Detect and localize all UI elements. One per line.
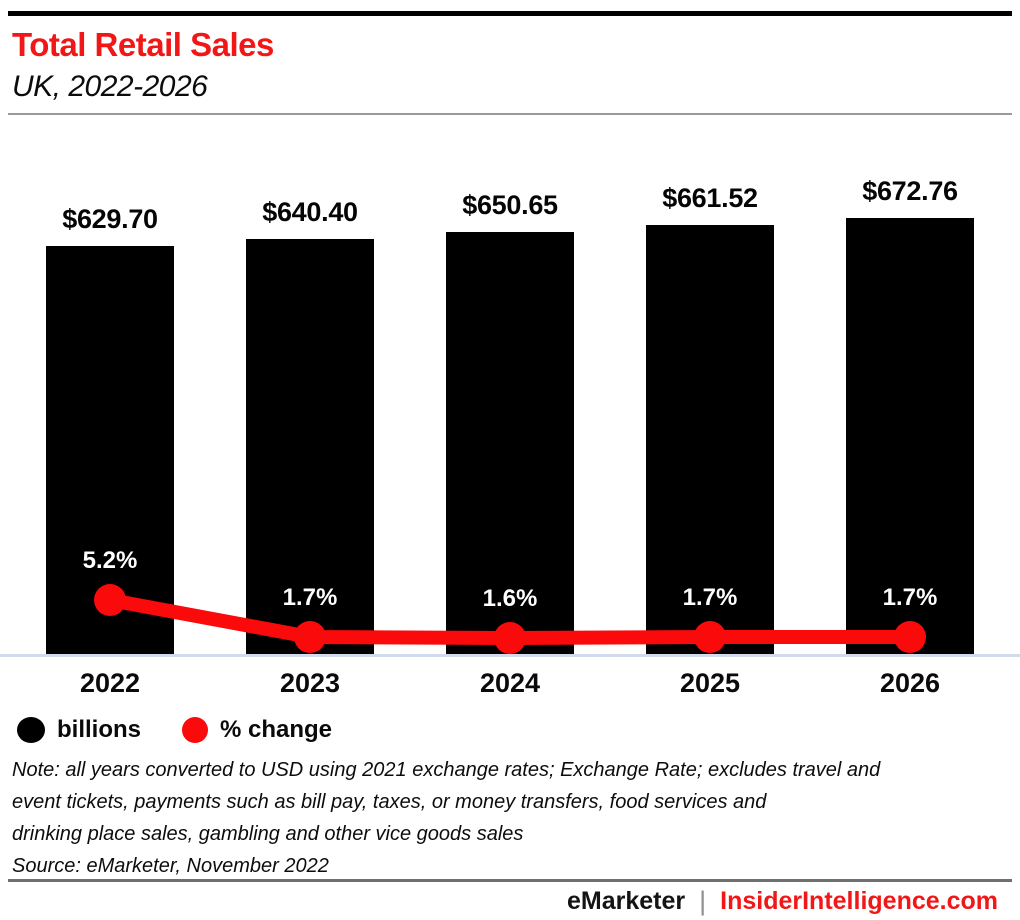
billions-legend-dot-icon (17, 717, 45, 743)
note-line: drinking place sales, gambling and other… (12, 823, 524, 845)
pct-change-label-2024: 1.6% (482, 585, 538, 612)
chart-title: Total Retail Sales (12, 26, 274, 63)
pct-change-label-2022: 5.2% (82, 547, 138, 574)
bar-2024 (446, 232, 574, 656)
bar-value-label-2023: $640.40 (262, 197, 358, 227)
bar-2022 (46, 246, 174, 656)
chart-legend: billions % change (17, 716, 332, 744)
pct-change-legend-dot-icon (182, 717, 208, 743)
footer-rule (8, 879, 1012, 882)
pct-change-label-2025: 1.7% (682, 584, 738, 611)
bar-value-label-2022: $629.70 (62, 204, 158, 234)
x-axis-label-2025: 2025 (679, 668, 741, 698)
note-line: event tickets, payments such as bill pay… (12, 791, 767, 813)
x-axis-label-2023: 2023 (279, 668, 341, 698)
emarketer-logo: eMarketer (566, 887, 686, 915)
bar-2025 (646, 225, 774, 656)
x-axis-label-2022: 2022 (79, 668, 141, 698)
bar-2026 (846, 218, 974, 656)
source-line: Source: eMarketer, November 2022 (12, 855, 329, 877)
legend-label-pct-change: % change (220, 716, 333, 743)
bar-value-label-2025: $661.52 (662, 183, 758, 213)
legend-label-billions: billions (57, 716, 141, 743)
x-axis-line (0, 654, 1020, 657)
pct-change-label-2023: 1.7% (282, 584, 338, 611)
footer-separator: | (699, 886, 707, 916)
bar-value-label-2026: $672.76 (862, 176, 958, 206)
bar-value-label-2024: $650.65 (462, 190, 558, 220)
x-axis-label-2024: 2024 (479, 668, 541, 698)
footer-branding: eMarketer | InsiderIntelligence.com (567, 886, 998, 917)
insider-intelligence-logo: InsiderIntelligence.com (720, 887, 998, 915)
chart-notes: Note: all years converted to USD using 2… (12, 754, 880, 882)
note-line: Note: all years converted to USD using 2… (12, 759, 881, 781)
top-rule (8, 11, 1012, 16)
header-divider (8, 113, 1012, 115)
bar-2023 (246, 239, 374, 656)
chart-subtitle: UK, 2022-2026 (12, 70, 208, 103)
x-axis-label-2026: 2026 (879, 668, 941, 698)
pct-change-label-2026: 1.7% (882, 584, 938, 611)
